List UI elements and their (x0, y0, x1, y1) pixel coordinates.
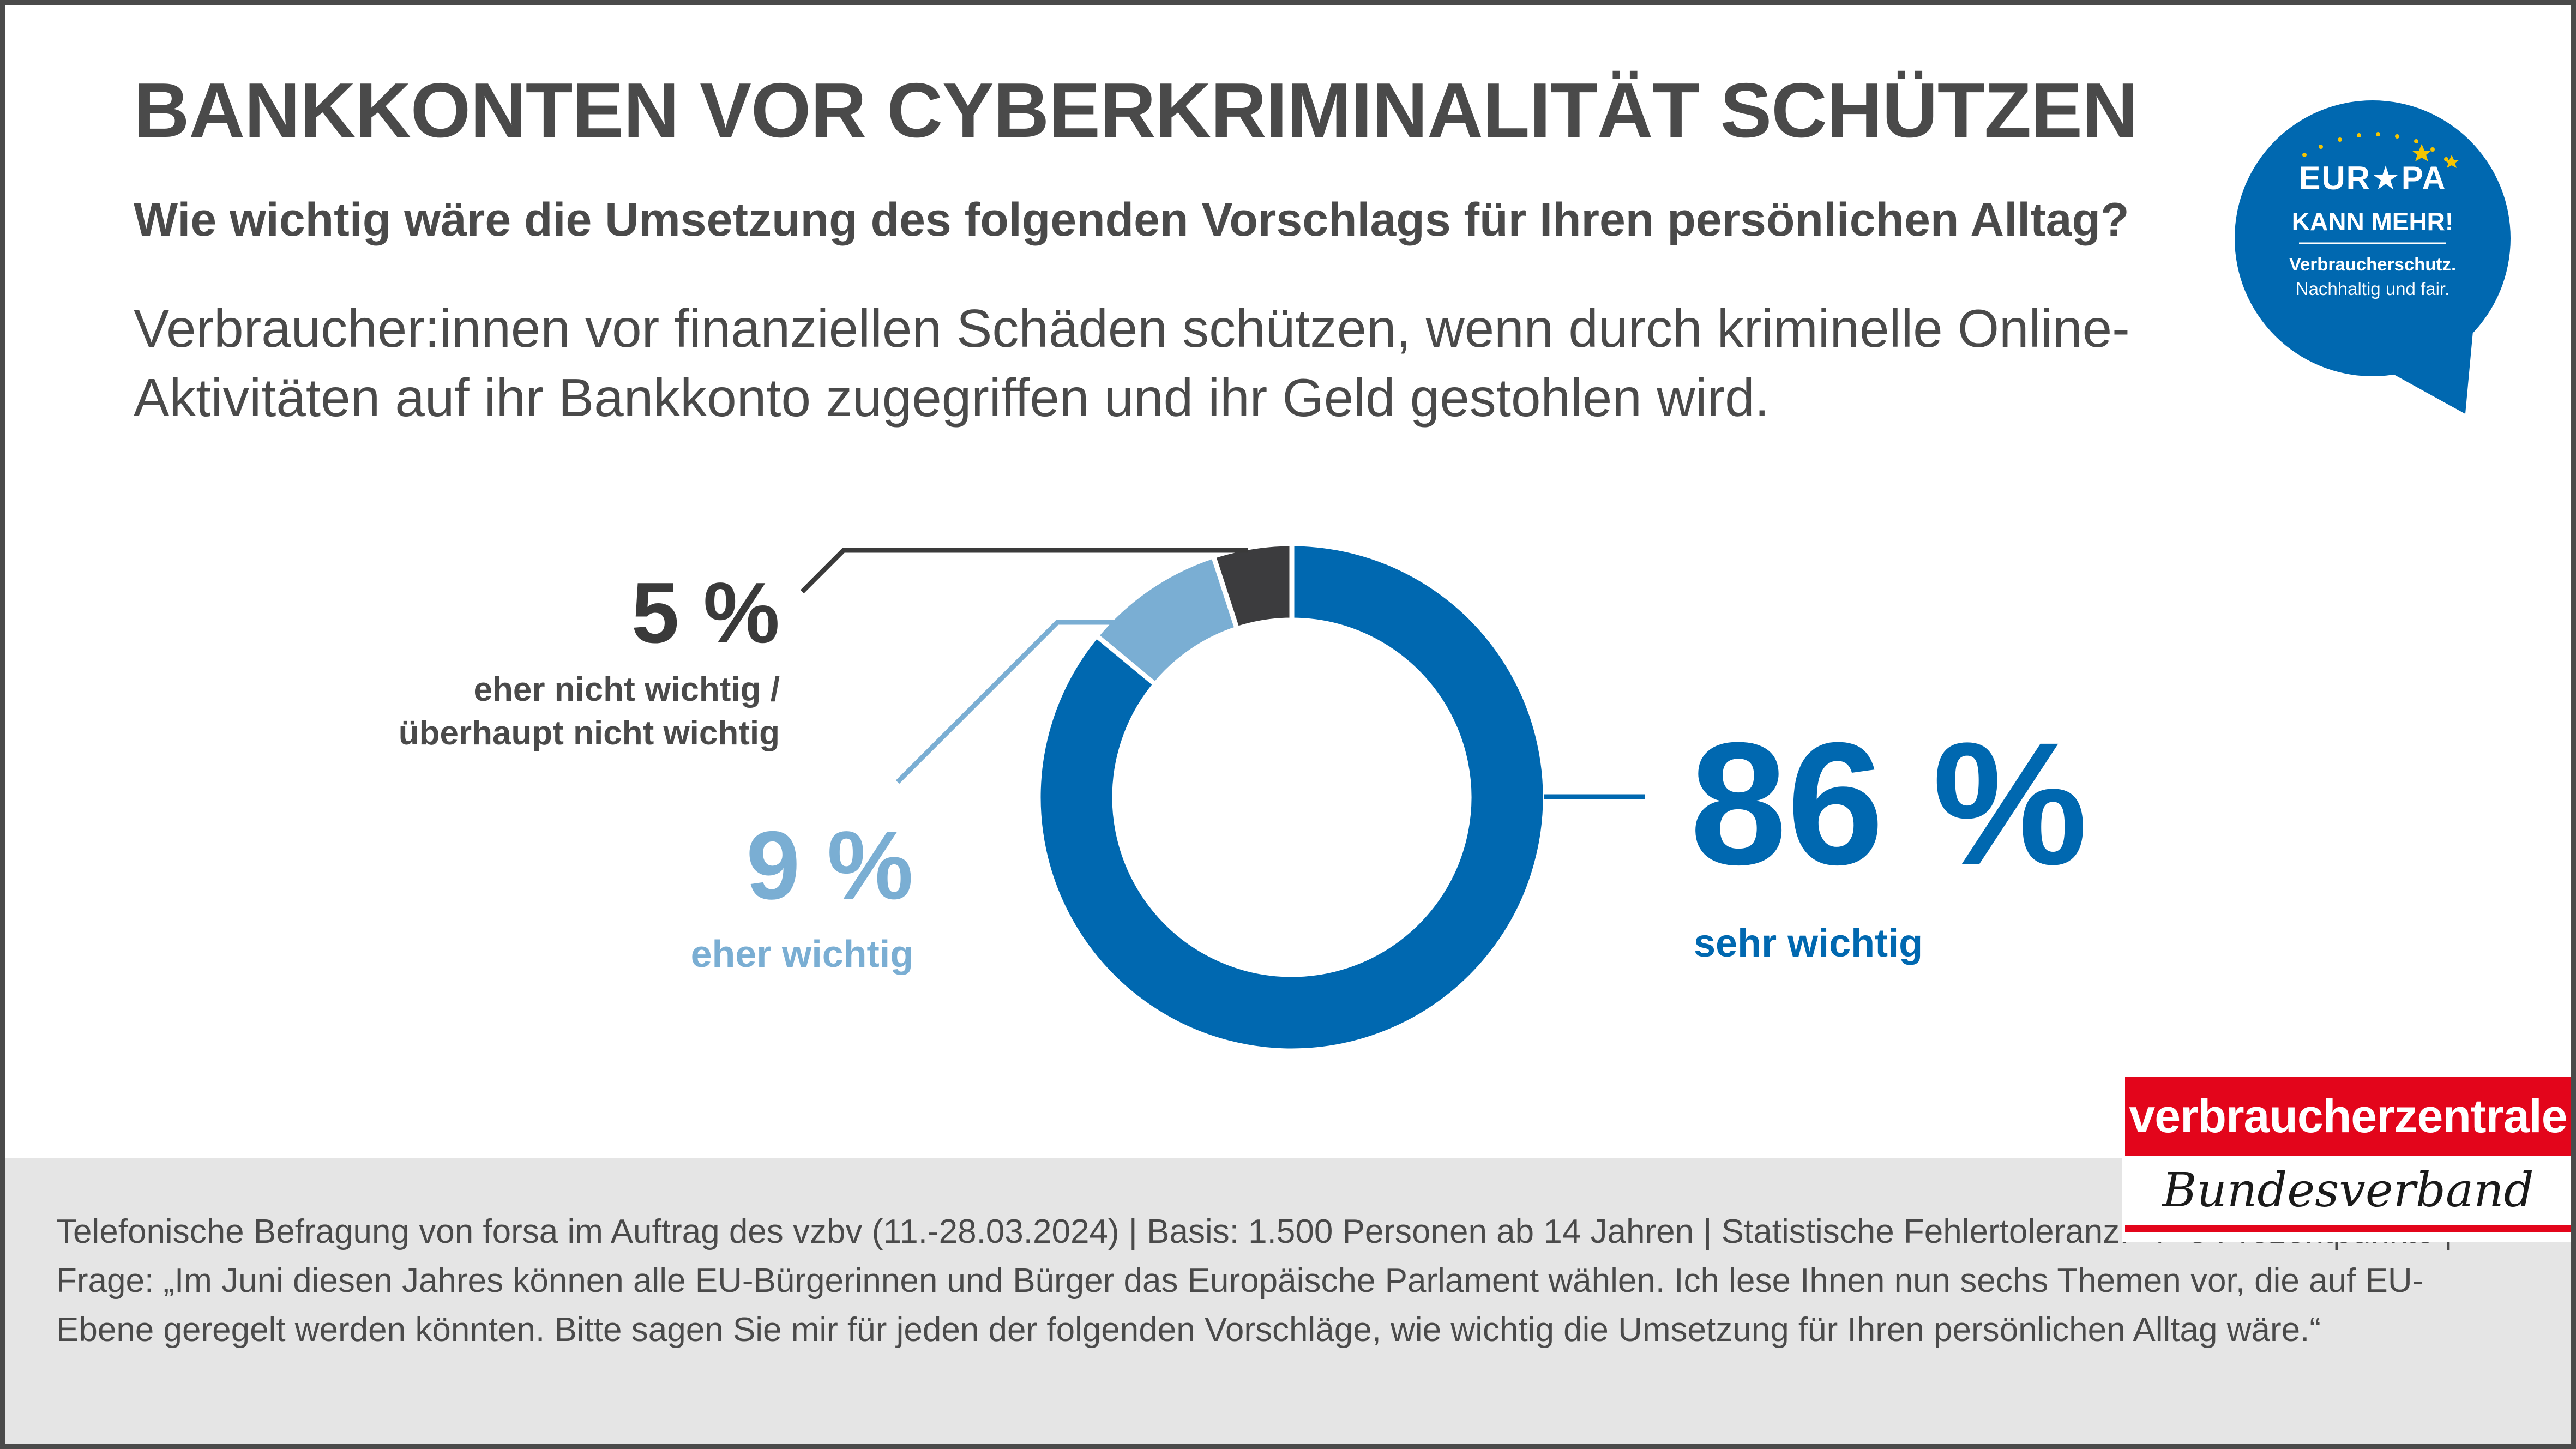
label-eher-wichtig-value: 9 % (746, 811, 913, 919)
proposal-text: Verbraucher:innen vor finanziellen Schäd… (134, 298, 2130, 428)
logo-bundesverband-text: Bundesverband (2125, 1156, 2571, 1225)
survey-question: Wie wichtig wäre die Umsetzung des folge… (134, 194, 2129, 246)
page-title: BANKKONTEN VOR CYBERKRIMINALITÄT SCHÜTZE… (134, 67, 2138, 154)
leader-line-eher-wichtig (895, 620, 1115, 784)
label-eher-wichtig-name: eher wichtig (690, 933, 913, 975)
europa-kann-mehr-badge: EUR★PA KANN MEHR! Verbraucherschutz. Nac… (2234, 100, 2512, 417)
eu-stars-icon (2302, 132, 2459, 168)
logo-underline (2125, 1225, 2571, 1232)
badge-tagline-2: Nachhaltig und fair. (2295, 279, 2450, 299)
badge-kann-mehr-text: KANN MEHR! (2291, 207, 2454, 236)
footer-methodology-text: Telefonische Befragung von forsa im Auft… (56, 1213, 2453, 1349)
label-sehr-wichtig-name: sehr wichtig (1694, 922, 1923, 965)
slice-sehr-wichtig (1036, 541, 1548, 1054)
label-sehr-wichtig-value: 86 % (1690, 706, 2088, 901)
badge-europa-text: EUR★PA (2298, 160, 2447, 196)
donut-chart (800, 541, 1645, 1054)
logo-verbraucherzentrale-text: verbraucherzentrale (2125, 1077, 2571, 1156)
leader-line-nicht-wichtig (800, 548, 1248, 594)
verbraucherzentrale-logo: verbraucherzentrale Bundesverband (2122, 1077, 2571, 1242)
label-nicht-wichtig-name-line1: eher nicht wichtig / (473, 671, 780, 708)
badge-tagline-1: Verbraucherschutz. (2289, 254, 2457, 274)
label-nicht-wichtig-name-line2: überhaupt nicht wichtig (398, 714, 780, 752)
label-nicht-wichtig-value: 5 % (631, 565, 780, 661)
